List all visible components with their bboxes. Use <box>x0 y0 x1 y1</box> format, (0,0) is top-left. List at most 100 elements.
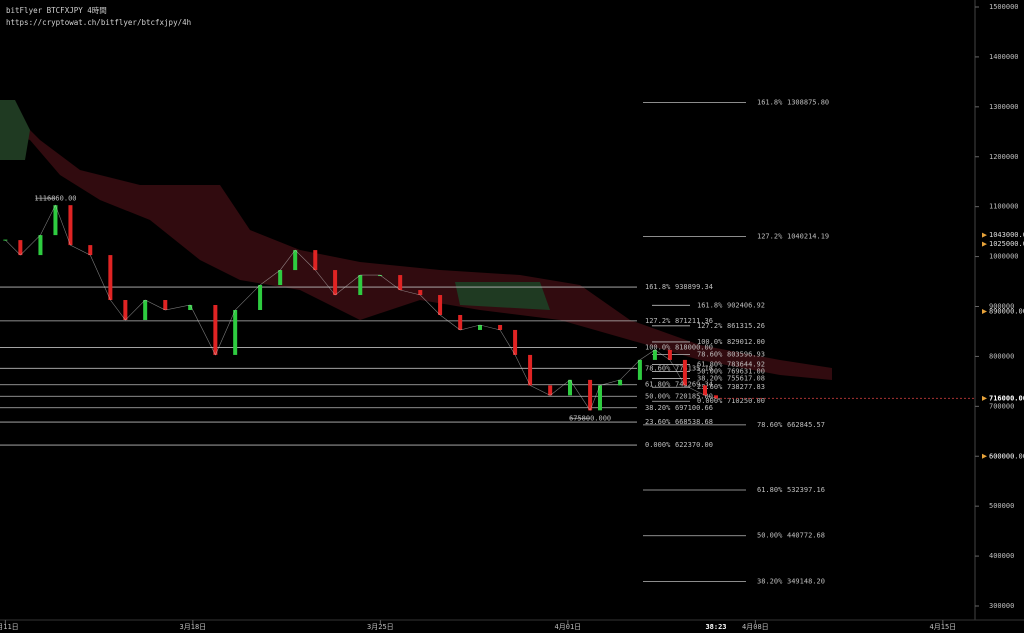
candle <box>258 285 263 310</box>
candle <box>68 205 73 246</box>
candle <box>333 270 338 296</box>
candle <box>713 395 718 399</box>
price-marker-label: 600000.00 <box>989 452 1024 460</box>
candle <box>438 295 443 315</box>
price-marker-label: 1043000.00 <box>989 231 1024 239</box>
fib-level: 78.60% <box>645 364 671 372</box>
candle <box>568 379 572 396</box>
candle <box>418 290 423 296</box>
candle <box>513 329 518 355</box>
fib-level: 161.8% <box>645 283 671 291</box>
fib-price: 783644.92 <box>727 361 765 369</box>
price-marker <box>982 395 987 401</box>
y-tick-label: 800000 <box>989 352 1014 360</box>
fib-price: 861315.26 <box>727 322 765 330</box>
x-tick-label: 4月15日 <box>930 623 957 631</box>
fib-level: 61.80% <box>757 486 783 494</box>
candle <box>18 240 23 256</box>
fib-level: 0.000% <box>645 441 671 449</box>
y-tick-label: 900000 <box>989 303 1014 311</box>
price-line <box>5 204 717 411</box>
fib-price: 668538.68 <box>675 418 713 426</box>
y-tick-label: 1100000 <box>989 203 1019 211</box>
fib-price: 720185.00 <box>675 392 713 400</box>
candle <box>378 275 383 277</box>
fib-price: 697100.66 <box>675 404 713 412</box>
candle <box>703 385 707 396</box>
fib-level: 127.2% <box>757 233 783 241</box>
fib-level: 161.8% <box>757 98 783 106</box>
fib-level: 38.20% <box>697 375 723 383</box>
candle <box>313 250 318 271</box>
fib-price: 738277.83 <box>727 383 765 391</box>
annotation-label: 675800.000 <box>569 414 611 422</box>
candle <box>548 385 553 396</box>
y-tick-label: 700000 <box>989 402 1014 410</box>
y-tick-label: 600000 <box>989 452 1014 460</box>
candle <box>213 305 218 355</box>
price-marker-label: 890000.00 <box>989 307 1024 315</box>
fib-level: 50.00% <box>645 392 671 400</box>
fib-price: 440772.68 <box>787 532 825 540</box>
candle <box>498 324 503 330</box>
fib-price: 710250.00 <box>727 397 765 405</box>
candle <box>588 379 593 411</box>
candle <box>637 359 642 380</box>
fib-level: 50.00% <box>697 368 723 376</box>
y-tick-label: 400000 <box>989 552 1014 560</box>
price-marker <box>982 308 987 314</box>
candle <box>163 300 168 310</box>
fib-price: 938899.34 <box>675 283 713 291</box>
y-tick-label: 1400000 <box>989 53 1019 61</box>
price-marker-label: 1025000.00 <box>989 240 1024 248</box>
chart-title: bitFlyer BTCFXJPY 4時間 <box>6 6 107 15</box>
candle <box>358 275 363 296</box>
fib-price: 622370.00 <box>675 441 713 449</box>
x-tick-label: 3月25日 <box>367 623 394 631</box>
candle <box>143 300 148 320</box>
fib-level: 127.2% <box>697 322 723 330</box>
y-tick-label: 1500000 <box>989 3 1019 11</box>
fib-level: 38.20% <box>645 404 671 412</box>
fib-level: 61.80% <box>645 381 671 389</box>
annotation-label: 1116860.00 <box>34 194 76 202</box>
candle <box>53 205 58 236</box>
x-tick-label: 3月11日 <box>0 623 19 631</box>
candle <box>398 275 403 291</box>
x-tick-label: 4月01日 <box>555 623 582 631</box>
candle <box>278 270 283 286</box>
countdown: 38:23 <box>705 623 726 631</box>
fib-level: 100.0% <box>645 343 671 351</box>
x-tick-label: 3月18日 <box>180 623 207 631</box>
y-tick-label: 300000 <box>989 602 1014 610</box>
fib-level: 61.80% <box>697 361 723 369</box>
price-marker-label: 716000.00 <box>989 394 1024 402</box>
fib-level: 78.60% <box>757 421 783 429</box>
fib-level: 50.00% <box>757 532 783 540</box>
candle <box>528 354 533 386</box>
ichimoku-cloud-green <box>0 100 30 160</box>
fib-level: 78.60% <box>697 351 723 359</box>
candle <box>188 305 193 310</box>
candle <box>478 324 482 330</box>
price-marker <box>982 453 987 459</box>
y-tick-label: 1300000 <box>989 103 1019 111</box>
fib-level: 23.60% <box>645 418 671 426</box>
candle <box>233 309 238 355</box>
fib-price: 349148.20 <box>787 577 825 585</box>
y-tick-label: 1000000 <box>989 253 1019 261</box>
fib-price: 902406.92 <box>727 301 765 309</box>
fib-price: 755617.08 <box>727 375 765 383</box>
fib-level: 127.2% <box>645 317 671 325</box>
y-tick-label: 500000 <box>989 502 1014 510</box>
candle <box>598 385 602 411</box>
candle <box>38 235 43 256</box>
fib-price: 776135.18 <box>675 364 713 372</box>
fib-level: 23.60% <box>697 383 723 391</box>
candle <box>458 314 463 330</box>
y-tick-label: 1200000 <box>989 153 1019 161</box>
candle <box>652 349 657 360</box>
candle <box>682 359 687 386</box>
